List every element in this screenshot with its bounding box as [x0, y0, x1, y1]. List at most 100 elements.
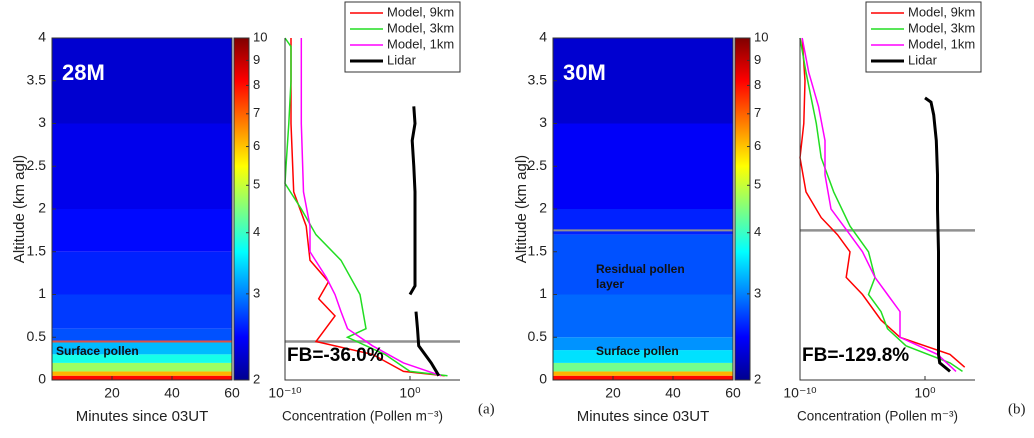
colorbar-tick-label: 9 — [754, 52, 761, 67]
colorbar-tick-label: 4 — [754, 224, 761, 239]
x-tick-label: 10⁰ — [914, 385, 936, 401]
colorbar-tick-label: 5 — [253, 177, 260, 192]
heatmap-cell — [52, 123, 232, 209]
y-tick-label: 2.5 — [27, 157, 47, 173]
annotation: Residual pollen layer — [596, 262, 685, 291]
profile-line — [799, 37, 963, 373]
y-tick-label: 0.5 — [528, 328, 548, 344]
y-tick-label: 2.5 — [528, 157, 548, 173]
colorbar-tick-label: 6 — [754, 138, 761, 153]
x-tick-label: 60 — [224, 385, 240, 401]
y-tick-label: 3.5 — [27, 71, 47, 87]
heatmap-cell — [52, 209, 232, 252]
x-axis-label: Concentration (Pollen m⁻³) — [282, 409, 443, 424]
profile-line — [801, 37, 957, 372]
y-tick-label: 0 — [38, 371, 46, 387]
axes — [284, 38, 460, 381]
x-tick-label: 20 — [605, 385, 621, 401]
legend-label: Model, 3km — [908, 20, 975, 35]
colorbar-tick-label: 8 — [754, 77, 761, 92]
heatmap-cell — [553, 234, 733, 295]
y-tick-label: 3 — [38, 114, 46, 130]
y-tick-label: 3 — [539, 114, 547, 130]
annotation-box: Residual pollen layer — [596, 262, 685, 291]
heatmap-cell — [553, 362, 733, 372]
heatmap-cell — [52, 251, 232, 295]
profile-line — [300, 38, 442, 377]
y-tick-label: 1 — [539, 285, 547, 301]
profile-line — [408, 106, 441, 377]
colorbar-tick-label: 10 — [253, 29, 267, 44]
colorbar-tick-label: 2 — [253, 371, 260, 386]
legend-label: Lidar — [908, 52, 938, 67]
y-axis-label: Altitude (km agl) — [11, 155, 28, 263]
panel-title: 28M — [62, 60, 105, 85]
fb-annotation: FB=-36.0% — [287, 345, 384, 366]
x-axis-label: Concentration (Pollen m⁻³) — [797, 409, 958, 424]
heatmap-cell — [52, 362, 232, 372]
legend-label: Model, 9km — [387, 4, 454, 19]
profile-line — [924, 96, 951, 373]
x-tick-label: 10⁰ — [399, 385, 421, 401]
colorbar-tick-label: 2 — [754, 371, 761, 386]
y-tick-label: 1.5 — [27, 242, 47, 258]
x-tick-label: 40 — [665, 385, 681, 401]
annotation: Surface pollen — [56, 344, 139, 358]
profile-line — [799, 37, 966, 368]
profile-line — [290, 38, 445, 377]
y-tick-label: 2 — [38, 200, 46, 216]
colorbar-tick-label: 10 — [754, 29, 768, 44]
legend-label: Lidar — [387, 52, 417, 67]
heatmap-cell — [52, 328, 232, 342]
y-tick-label: 4 — [539, 29, 547, 45]
x-tick-label: 60 — [725, 385, 741, 401]
y-tick-label: 1 — [38, 285, 46, 301]
heatmap-cell — [553, 123, 733, 209]
colorbar — [233, 37, 250, 381]
y-tick-label: 0.5 — [27, 328, 47, 344]
x-axis-label: Minutes since 03UT — [76, 408, 209, 425]
colorbar-tick-label: 7 — [754, 105, 761, 120]
heatmap-cell — [553, 350, 733, 363]
y-tick-label: 3.5 — [528, 71, 548, 87]
colorbar-tick-label: 9 — [253, 52, 260, 67]
colorbar-tick-label: 8 — [253, 77, 260, 92]
heatmap-cell — [553, 294, 733, 338]
heatmap-cell — [52, 371, 232, 376]
colorbar — [734, 37, 751, 381]
legend-label: Model, 1km — [387, 36, 454, 51]
legend-label: Model, 9km — [908, 4, 975, 19]
x-tick-label: 10⁻¹⁰ — [783, 385, 817, 401]
colorbar-tick-label: 5 — [754, 177, 761, 192]
heatmap-cell — [553, 375, 733, 380]
colorbar-tick-label: 4 — [253, 224, 260, 239]
heatmap-cell — [52, 375, 232, 380]
y-tick-label: 1.5 — [528, 242, 548, 258]
heatmap-cell — [52, 354, 232, 363]
heatmap-cell — [52, 38, 232, 124]
legend-label: Model, 1km — [908, 36, 975, 51]
x-tick-label: 10⁻¹⁰ — [268, 385, 302, 401]
x-tick-label: 40 — [164, 385, 180, 401]
fb-annotation: FB=-129.8% — [802, 345, 909, 366]
y-axis-label: Altitude (km agl) — [513, 155, 530, 263]
heatmap-cell — [553, 337, 733, 351]
heatmap-cell — [52, 294, 232, 329]
panel-label: (b) — [1008, 401, 1026, 417]
y-tick-label: 0 — [539, 371, 547, 387]
annotation-box: Surface pollen — [56, 344, 139, 358]
x-tick-label: 20 — [104, 385, 120, 401]
colorbar-tick-label: 3 — [253, 285, 260, 300]
colorbar-tick-label: 6 — [253, 138, 260, 153]
legend-label: Model, 3km — [387, 20, 454, 35]
panel-title: 30M — [563, 60, 606, 85]
heatmap-cell — [553, 371, 733, 376]
y-tick-label: 2 — [539, 200, 547, 216]
heatmap-cell — [52, 341, 232, 355]
annotation: Surface pollen — [596, 344, 679, 358]
x-axis-label: Minutes since 03UT — [577, 408, 710, 425]
colorbar-tick-label: 3 — [754, 285, 761, 300]
panel-label: (a) — [478, 401, 495, 417]
profile-line — [284, 37, 448, 377]
